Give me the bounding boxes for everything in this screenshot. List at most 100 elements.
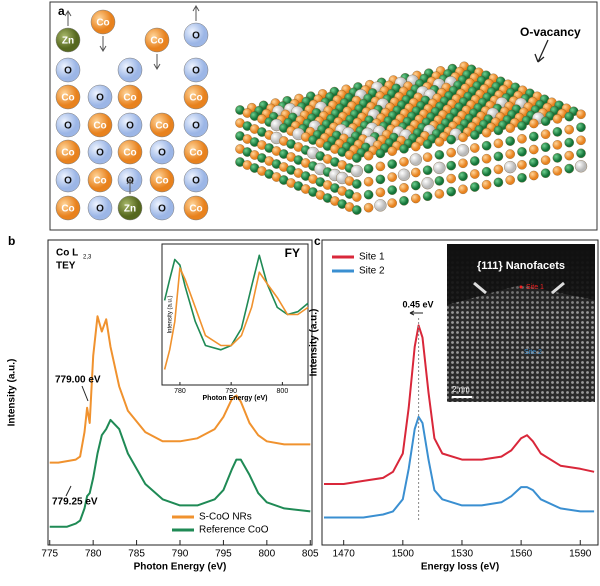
lattice-atom xyxy=(505,149,515,159)
lattice-atom xyxy=(481,166,492,177)
series-line xyxy=(163,267,309,370)
lattice-atom xyxy=(481,127,492,138)
annotation: 779.25 eV xyxy=(52,497,98,508)
atom-label: Co xyxy=(61,93,74,104)
atom xyxy=(149,139,175,165)
annotation: 779.00 eV xyxy=(55,375,101,386)
legend-label: Site 1 xyxy=(359,252,385,263)
atom xyxy=(183,22,209,48)
panel-label: b xyxy=(8,234,15,248)
plot-frame xyxy=(321,239,599,546)
y-axis-label: Intensity (a.u.) xyxy=(168,295,174,333)
lattice-atom xyxy=(540,116,551,126)
x-tick-label: 1500 xyxy=(392,549,415,560)
lattice-atom xyxy=(350,164,363,178)
lattice-atom xyxy=(363,163,374,174)
lattice-atom xyxy=(411,180,421,191)
y-axis-label: Intensity (a.u.) xyxy=(309,309,320,377)
lattice-atom xyxy=(470,156,480,166)
lattice-atom xyxy=(540,155,551,165)
lattice-atom xyxy=(434,176,445,186)
lattice-atom xyxy=(352,153,362,163)
lattice-atom xyxy=(493,125,504,136)
lattice-atom xyxy=(458,184,468,195)
atom-label: O xyxy=(64,121,72,132)
atom xyxy=(183,139,209,165)
lattice-atom xyxy=(446,173,456,184)
atom-label: O xyxy=(126,121,134,132)
lattice-atom xyxy=(481,153,492,164)
atom-label: O xyxy=(96,148,104,159)
atom xyxy=(55,57,81,83)
x-tick-label: 1590 xyxy=(569,549,592,560)
atom-label: Co xyxy=(189,93,202,104)
lattice-atom xyxy=(576,148,586,159)
atom-label: O xyxy=(158,148,166,159)
panel-label: a xyxy=(58,4,65,18)
lattice-atom xyxy=(409,153,422,166)
legend-label: S-CoO NRs xyxy=(199,512,252,523)
lattice-atom xyxy=(517,173,527,183)
lattice-atom xyxy=(399,196,409,206)
lattice-atom xyxy=(552,114,563,124)
atom xyxy=(183,57,209,83)
arrow xyxy=(153,54,161,70)
atom xyxy=(55,84,81,110)
x-tick-label: 1530 xyxy=(451,549,474,560)
lattice-atom xyxy=(458,171,468,182)
lattice-atom xyxy=(493,177,504,188)
annotation: 0.45 eV xyxy=(402,299,433,309)
lattice-atom xyxy=(458,158,468,169)
atom xyxy=(117,57,143,83)
atom-label: O xyxy=(192,176,200,187)
lattice-atom xyxy=(564,137,574,148)
lattice-atom xyxy=(576,135,586,146)
lattice-atom xyxy=(552,153,563,163)
x-tick-label: 1560 xyxy=(510,549,533,560)
lattice-atom xyxy=(529,157,539,168)
lattice-atom xyxy=(352,192,362,202)
lattice-atom xyxy=(387,172,397,182)
atom-label: Co xyxy=(155,176,168,187)
atom xyxy=(55,139,81,165)
lattice-atom xyxy=(540,129,551,139)
annotation: 2,3 xyxy=(83,255,92,261)
atom-label: O xyxy=(126,66,134,77)
image-label: Site 1 xyxy=(526,284,544,291)
arrow xyxy=(99,36,107,52)
lattice-atom xyxy=(422,165,433,175)
lattice-atom xyxy=(574,160,588,173)
arrow xyxy=(534,39,549,63)
legend-label: Site 2 xyxy=(359,266,385,277)
plot-frame xyxy=(161,243,309,386)
atom xyxy=(183,112,209,138)
lattice-atom xyxy=(363,150,374,161)
lattice-atom xyxy=(446,147,456,158)
lattice-atom xyxy=(387,146,397,156)
legend-label: Reference CoO xyxy=(199,525,269,536)
lattice-atom xyxy=(446,186,456,197)
atom xyxy=(183,167,209,193)
lattice-atom xyxy=(446,160,456,171)
lattice-atom xyxy=(422,139,433,149)
lattice-atom xyxy=(576,122,586,133)
x-tick-label: 805 xyxy=(302,549,319,560)
lattice-atom xyxy=(552,140,563,150)
lattice-atom xyxy=(505,175,515,185)
lattice-atom xyxy=(493,151,504,162)
series-line xyxy=(324,415,595,519)
atom xyxy=(144,27,170,53)
atom xyxy=(90,9,116,35)
lattice-atom xyxy=(387,198,397,208)
lattice-atom xyxy=(505,136,515,146)
atom xyxy=(117,139,143,165)
lattice-atom xyxy=(564,124,574,135)
atom xyxy=(87,167,113,193)
charts: 775 780 785 790 795 800 805 Photon Energy (eV) I… xyxy=(7,234,599,573)
atom-label: O xyxy=(158,204,166,215)
atom-label: Co xyxy=(61,204,74,215)
lattice-atom xyxy=(446,134,456,145)
lattice-atom xyxy=(434,150,445,160)
x-tick-label: 780 xyxy=(85,549,102,560)
